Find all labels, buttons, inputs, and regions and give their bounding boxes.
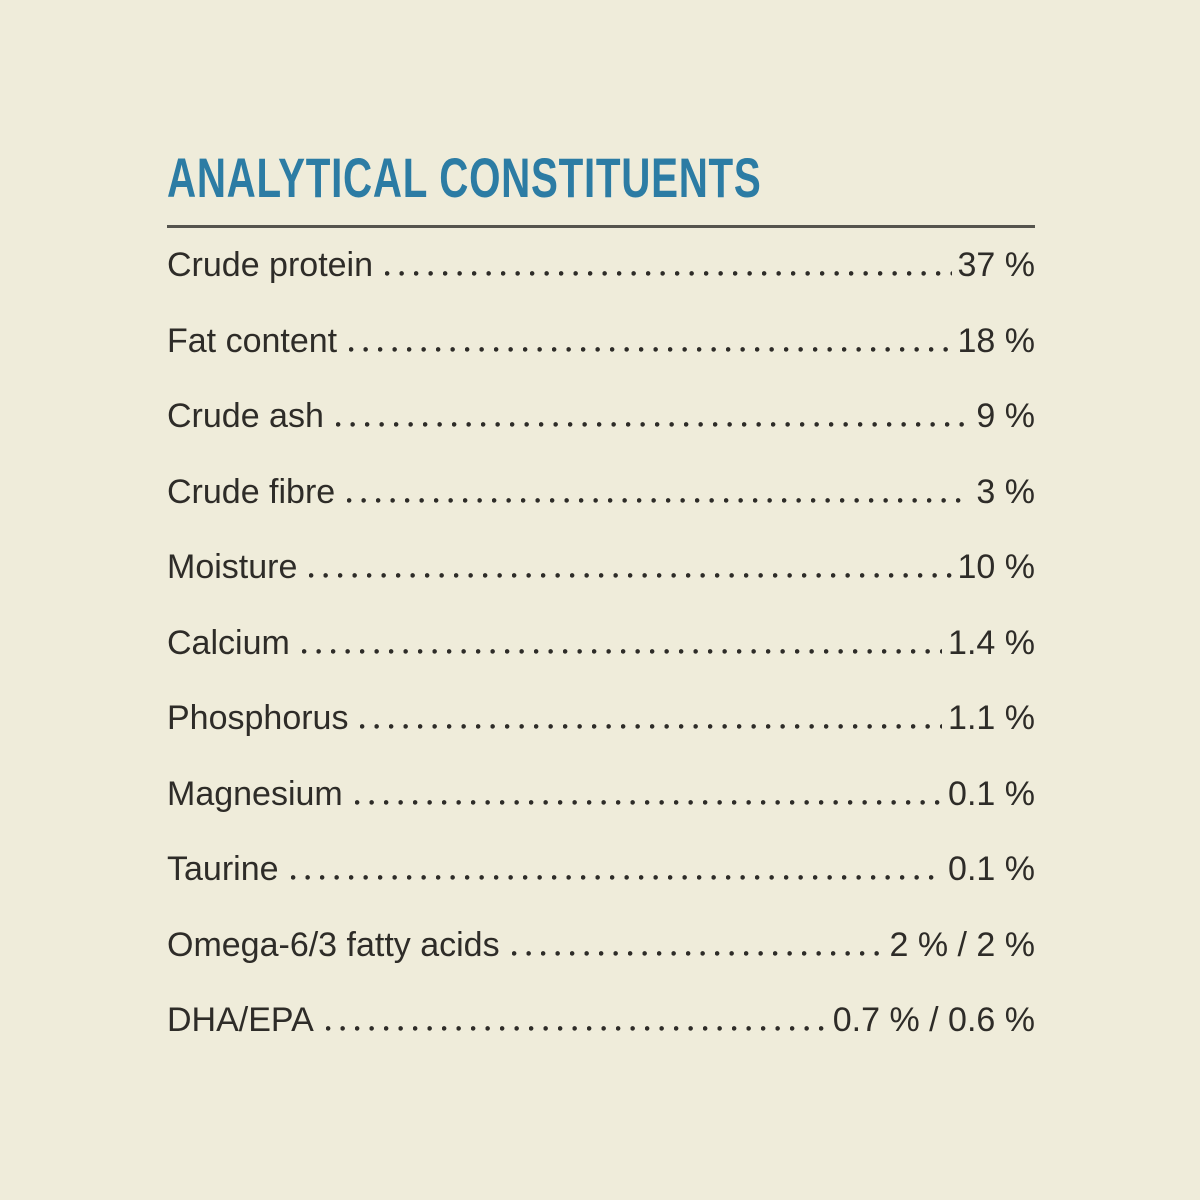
dot-leader [354, 799, 943, 805]
table-row: Calcium 1.4 % [167, 606, 1035, 682]
table-row: Phosphorus 1.1 % [167, 681, 1035, 757]
table-row: Omega-6/3 fatty acids 2 % / 2 % [167, 908, 1035, 984]
row-label: Crude ash [167, 397, 324, 435]
row-label: Moisture [167, 548, 298, 586]
dot-leader [335, 422, 971, 427]
table-row: Magnesium 0.1 % [167, 757, 1035, 833]
row-value: 0.1 % [948, 774, 1035, 813]
dot-leader [347, 497, 971, 503]
dot-leader [309, 573, 952, 578]
dot-leader [325, 1026, 827, 1031]
page-title: ANALYTICAL CONSTITUENTS [167, 146, 762, 209]
row-label: DHA/EPA [167, 1001, 314, 1039]
row-value: 18 % [957, 321, 1036, 360]
row-value: 1.1 % [948, 699, 1035, 737]
row-label: Magnesium [167, 774, 343, 813]
row-value: 0.1 % [948, 850, 1035, 888]
table-row: Crude ash 9 % [167, 379, 1035, 455]
row-value: 37 % [957, 246, 1036, 284]
table-row: Crude protein 37 % [167, 228, 1035, 304]
row-value: 2 % / 2 % [889, 925, 1035, 964]
table-row: Fat content 18 % [167, 304, 1035, 380]
row-label: Phosphorus [167, 699, 349, 737]
row-value: 1.4 % [948, 623, 1035, 662]
dot-leader [511, 950, 884, 956]
dot-leader [349, 346, 952, 352]
row-value: 10 % [957, 548, 1036, 586]
table-row: Taurine 0.1 % [167, 832, 1035, 908]
row-label: Fat content [167, 321, 338, 360]
table-row: DHA/EPA 0.7 % / 0.6 % [167, 983, 1035, 1059]
row-value: 0.7 % / 0.6 % [832, 1001, 1035, 1039]
constituents-table: Crude protein 37 % Fat content 18 % Crud… [167, 228, 1035, 1059]
row-value: 9 % [976, 397, 1035, 435]
table-row: Moisture 10 % [167, 530, 1035, 606]
dot-leader [290, 875, 943, 880]
title-divider [167, 225, 1035, 228]
table-row: Crude fibre 3 % [167, 455, 1035, 531]
row-label: Crude protein [167, 246, 374, 284]
dot-leader [301, 648, 943, 654]
dot-leader [360, 724, 943, 729]
row-label: Calcium [167, 623, 290, 662]
dot-leader [385, 271, 952, 276]
row-label: Taurine [167, 850, 279, 888]
row-label: Omega-6/3 fatty acids [167, 925, 500, 964]
row-label: Crude fibre [167, 472, 336, 511]
row-value: 3 % [976, 472, 1035, 511]
